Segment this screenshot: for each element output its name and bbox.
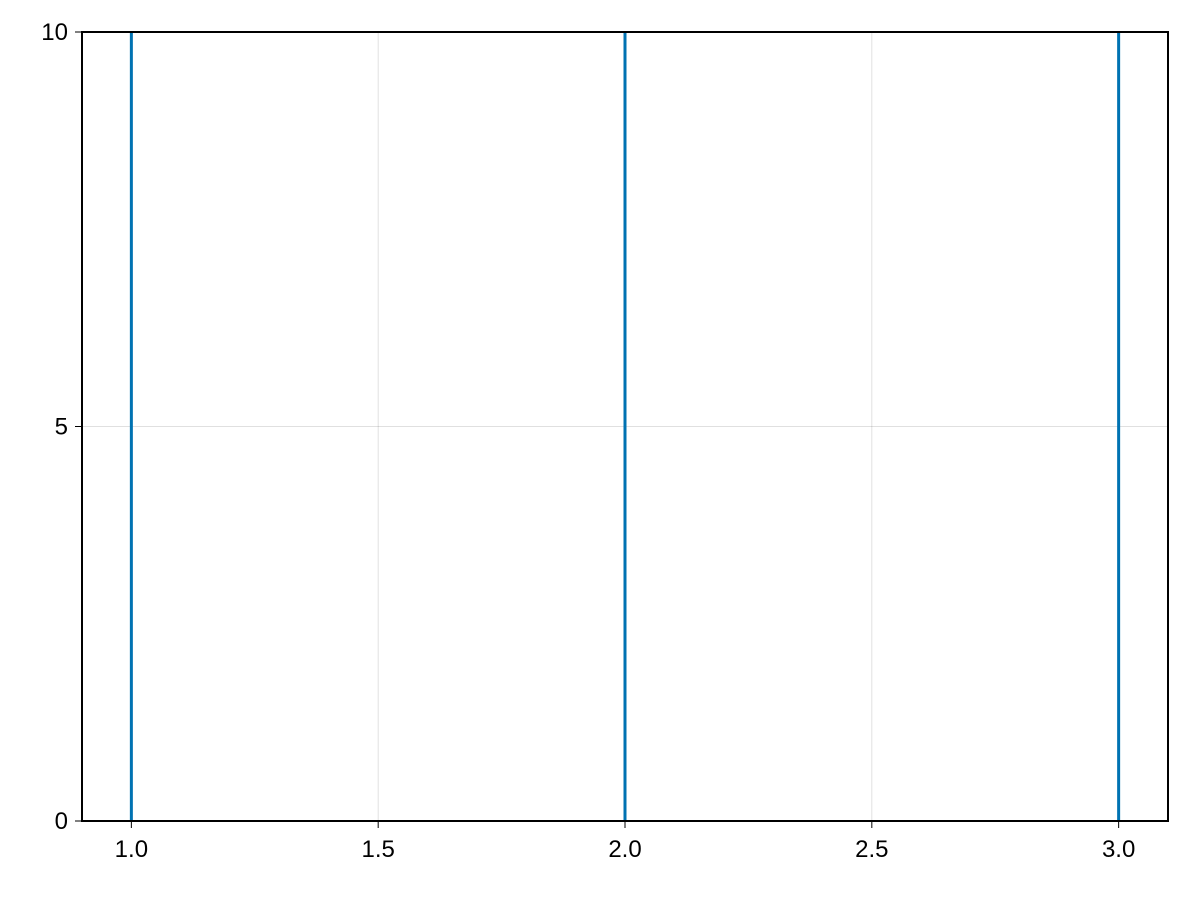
x-tick-label: 2.0 bbox=[608, 836, 641, 863]
y-tick-label: 5 bbox=[55, 414, 68, 441]
x-tick-label: 2.5 bbox=[855, 836, 888, 863]
x-tick-label: 1.0 bbox=[115, 836, 148, 863]
x-tick-label: 1.5 bbox=[361, 836, 394, 863]
y-tick-label: 0 bbox=[55, 808, 68, 835]
ticks: 1.0 1.5 2.0 2.5 3.0 0 5 10 bbox=[41, 19, 1135, 863]
y-tick-label: 10 bbox=[41, 19, 68, 46]
x-tick-label: 3.0 bbox=[1102, 836, 1135, 863]
vlines-series bbox=[129, 32, 1121, 821]
